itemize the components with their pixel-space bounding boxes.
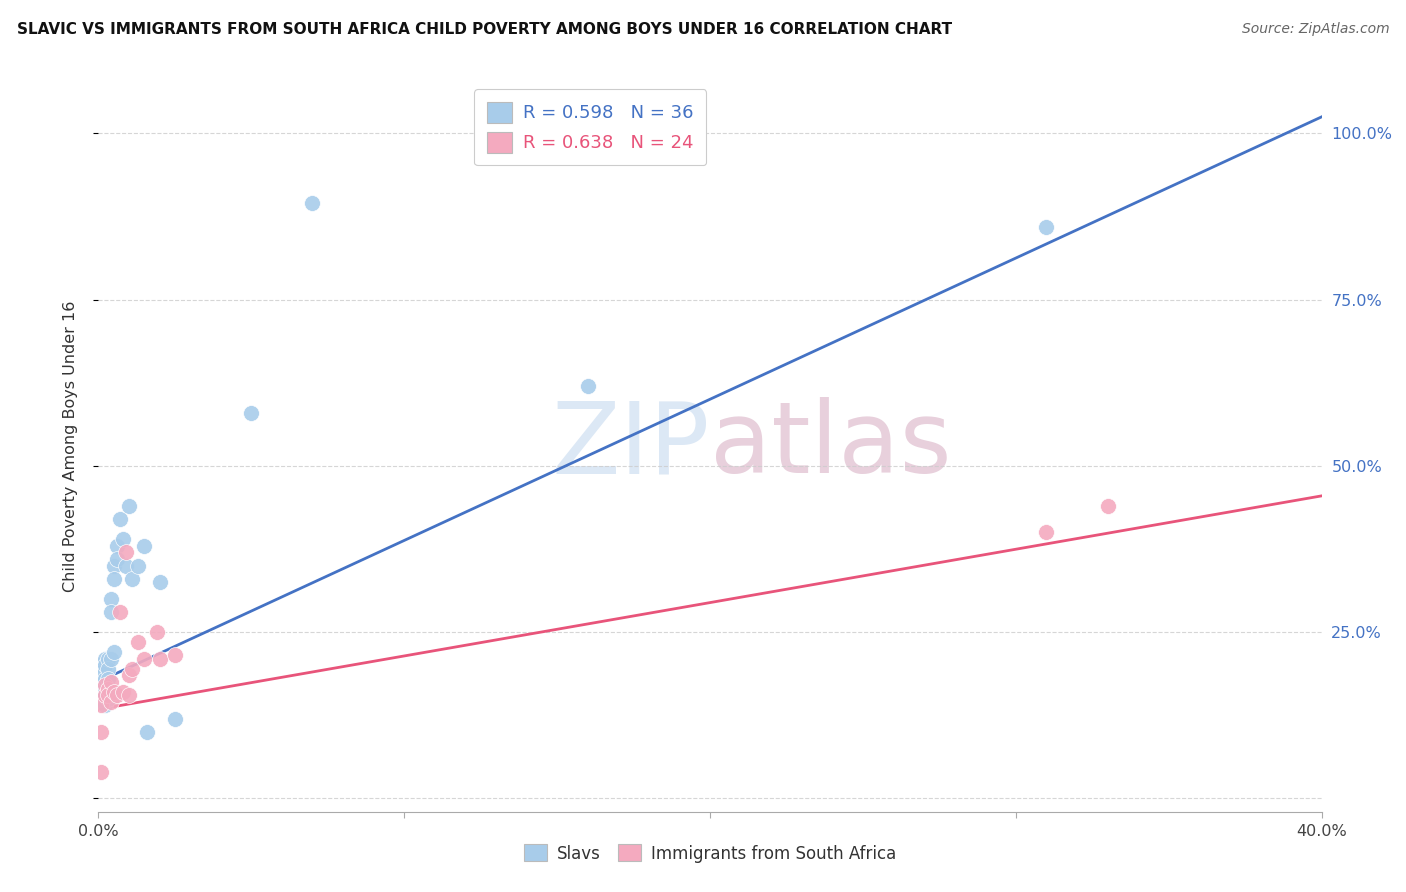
Point [163,712,186,726]
Point [163,648,186,663]
Point [149,652,172,666]
Point [108,605,131,619]
Point [121,572,143,586]
Point [90,658,112,673]
Point [121,662,143,676]
Point [93,658,115,673]
Text: SLAVIC VS IMMIGRANTS FROM SOUTH AFRICA CHILD POVERTY AMONG BOYS UNDER 16 CORRELA: SLAVIC VS IMMIGRANTS FROM SOUTH AFRICA C… [17,22,952,37]
Point [103,645,125,659]
Point [240,406,263,420]
Point [90,665,112,679]
Point [111,685,134,699]
Point [97,652,120,666]
Point [93,689,115,703]
Text: ZIP: ZIP [551,398,710,494]
Point [145,625,167,640]
Point [103,685,125,699]
Point [1035,525,1057,540]
Point [97,662,120,676]
Point [301,196,323,211]
Point [149,575,172,590]
Point [90,725,112,739]
Point [105,539,128,553]
Legend: Slavs, Immigrants from South Africa: Slavs, Immigrants from South Africa [517,838,903,869]
Point [93,678,115,692]
Point [134,652,156,666]
Point [105,689,128,703]
Point [103,572,125,586]
Point [115,545,138,559]
Point [134,539,156,553]
Point [90,678,112,692]
Point [118,499,141,513]
Point [100,605,122,619]
Point [100,591,122,606]
Point [93,652,115,666]
Text: Source: ZipAtlas.com: Source: ZipAtlas.com [1241,22,1389,37]
Point [118,668,141,682]
Point [97,681,120,696]
Point [90,698,112,713]
Point [115,558,138,573]
Text: atlas: atlas [710,398,952,494]
Point [93,689,115,703]
Point [103,558,125,573]
Point [97,689,120,703]
Point [100,652,122,666]
Point [90,764,112,779]
Point [97,681,120,696]
Point [136,725,159,739]
Point [1097,499,1119,513]
Point [127,635,149,649]
Y-axis label: Child Poverty Among Boys Under 16: Child Poverty Among Boys Under 16 [63,301,77,591]
Point [1035,219,1057,234]
Point [97,672,120,686]
Point [97,691,120,706]
Point [93,698,115,713]
Point [105,552,128,566]
Point [100,675,122,690]
Point [127,558,149,573]
Point [108,512,131,526]
Point [100,695,122,709]
Point [90,691,112,706]
Point [118,689,141,703]
Point [111,532,134,546]
Point [93,672,115,686]
Point [576,379,599,393]
